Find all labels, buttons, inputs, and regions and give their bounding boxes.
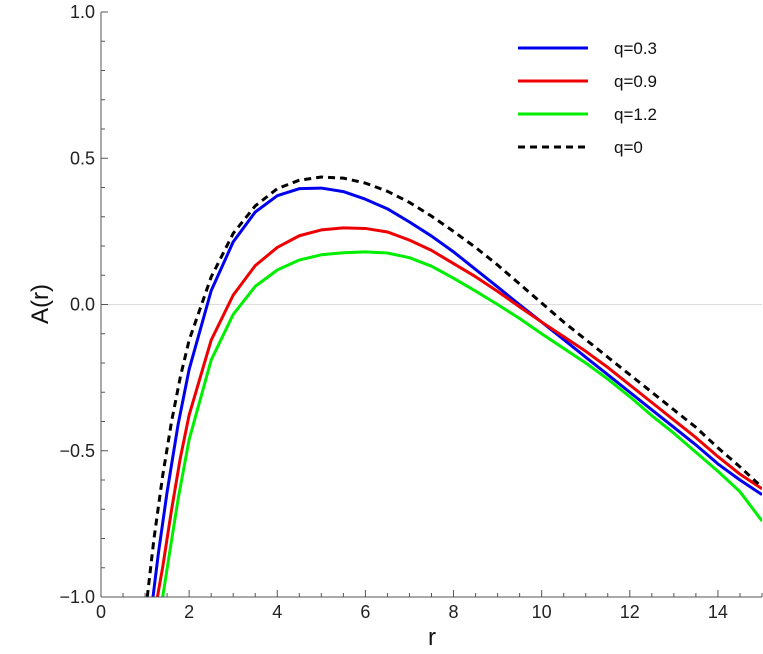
y-tick-label: 0.0 — [70, 295, 95, 315]
y-tick-label: −1.0 — [59, 587, 95, 607]
x-tick-label: 14 — [708, 602, 728, 622]
y-axis-label: A(r) — [27, 284, 54, 324]
series-line-q-0-3 — [151, 186, 762, 597]
legend-label: q=1.2 — [614, 105, 657, 124]
x-tick-label: 10 — [532, 602, 552, 622]
x-tick-label: 2 — [184, 602, 194, 622]
legend-label: q=0.9 — [614, 72, 657, 91]
x-tick-label: 0 — [96, 602, 106, 622]
series-line-q-0-9 — [155, 226, 762, 597]
x-tick-label: 4 — [272, 602, 282, 622]
y-tick-label: 0.5 — [70, 148, 95, 168]
y-tick-label: −0.5 — [59, 441, 95, 461]
legend-label: q=0.3 — [614, 39, 657, 58]
x-tick-label: 6 — [360, 602, 370, 622]
x-axis-label: r — [428, 624, 436, 651]
series-line-q-0 — [145, 175, 762, 597]
legend-label: q=0 — [614, 138, 643, 157]
x-tick-label: 8 — [449, 602, 459, 622]
x-tick-label: 12 — [620, 602, 640, 622]
y-tick-label: 1.0 — [70, 2, 95, 22]
series-line-q-1-2 — [161, 250, 762, 597]
